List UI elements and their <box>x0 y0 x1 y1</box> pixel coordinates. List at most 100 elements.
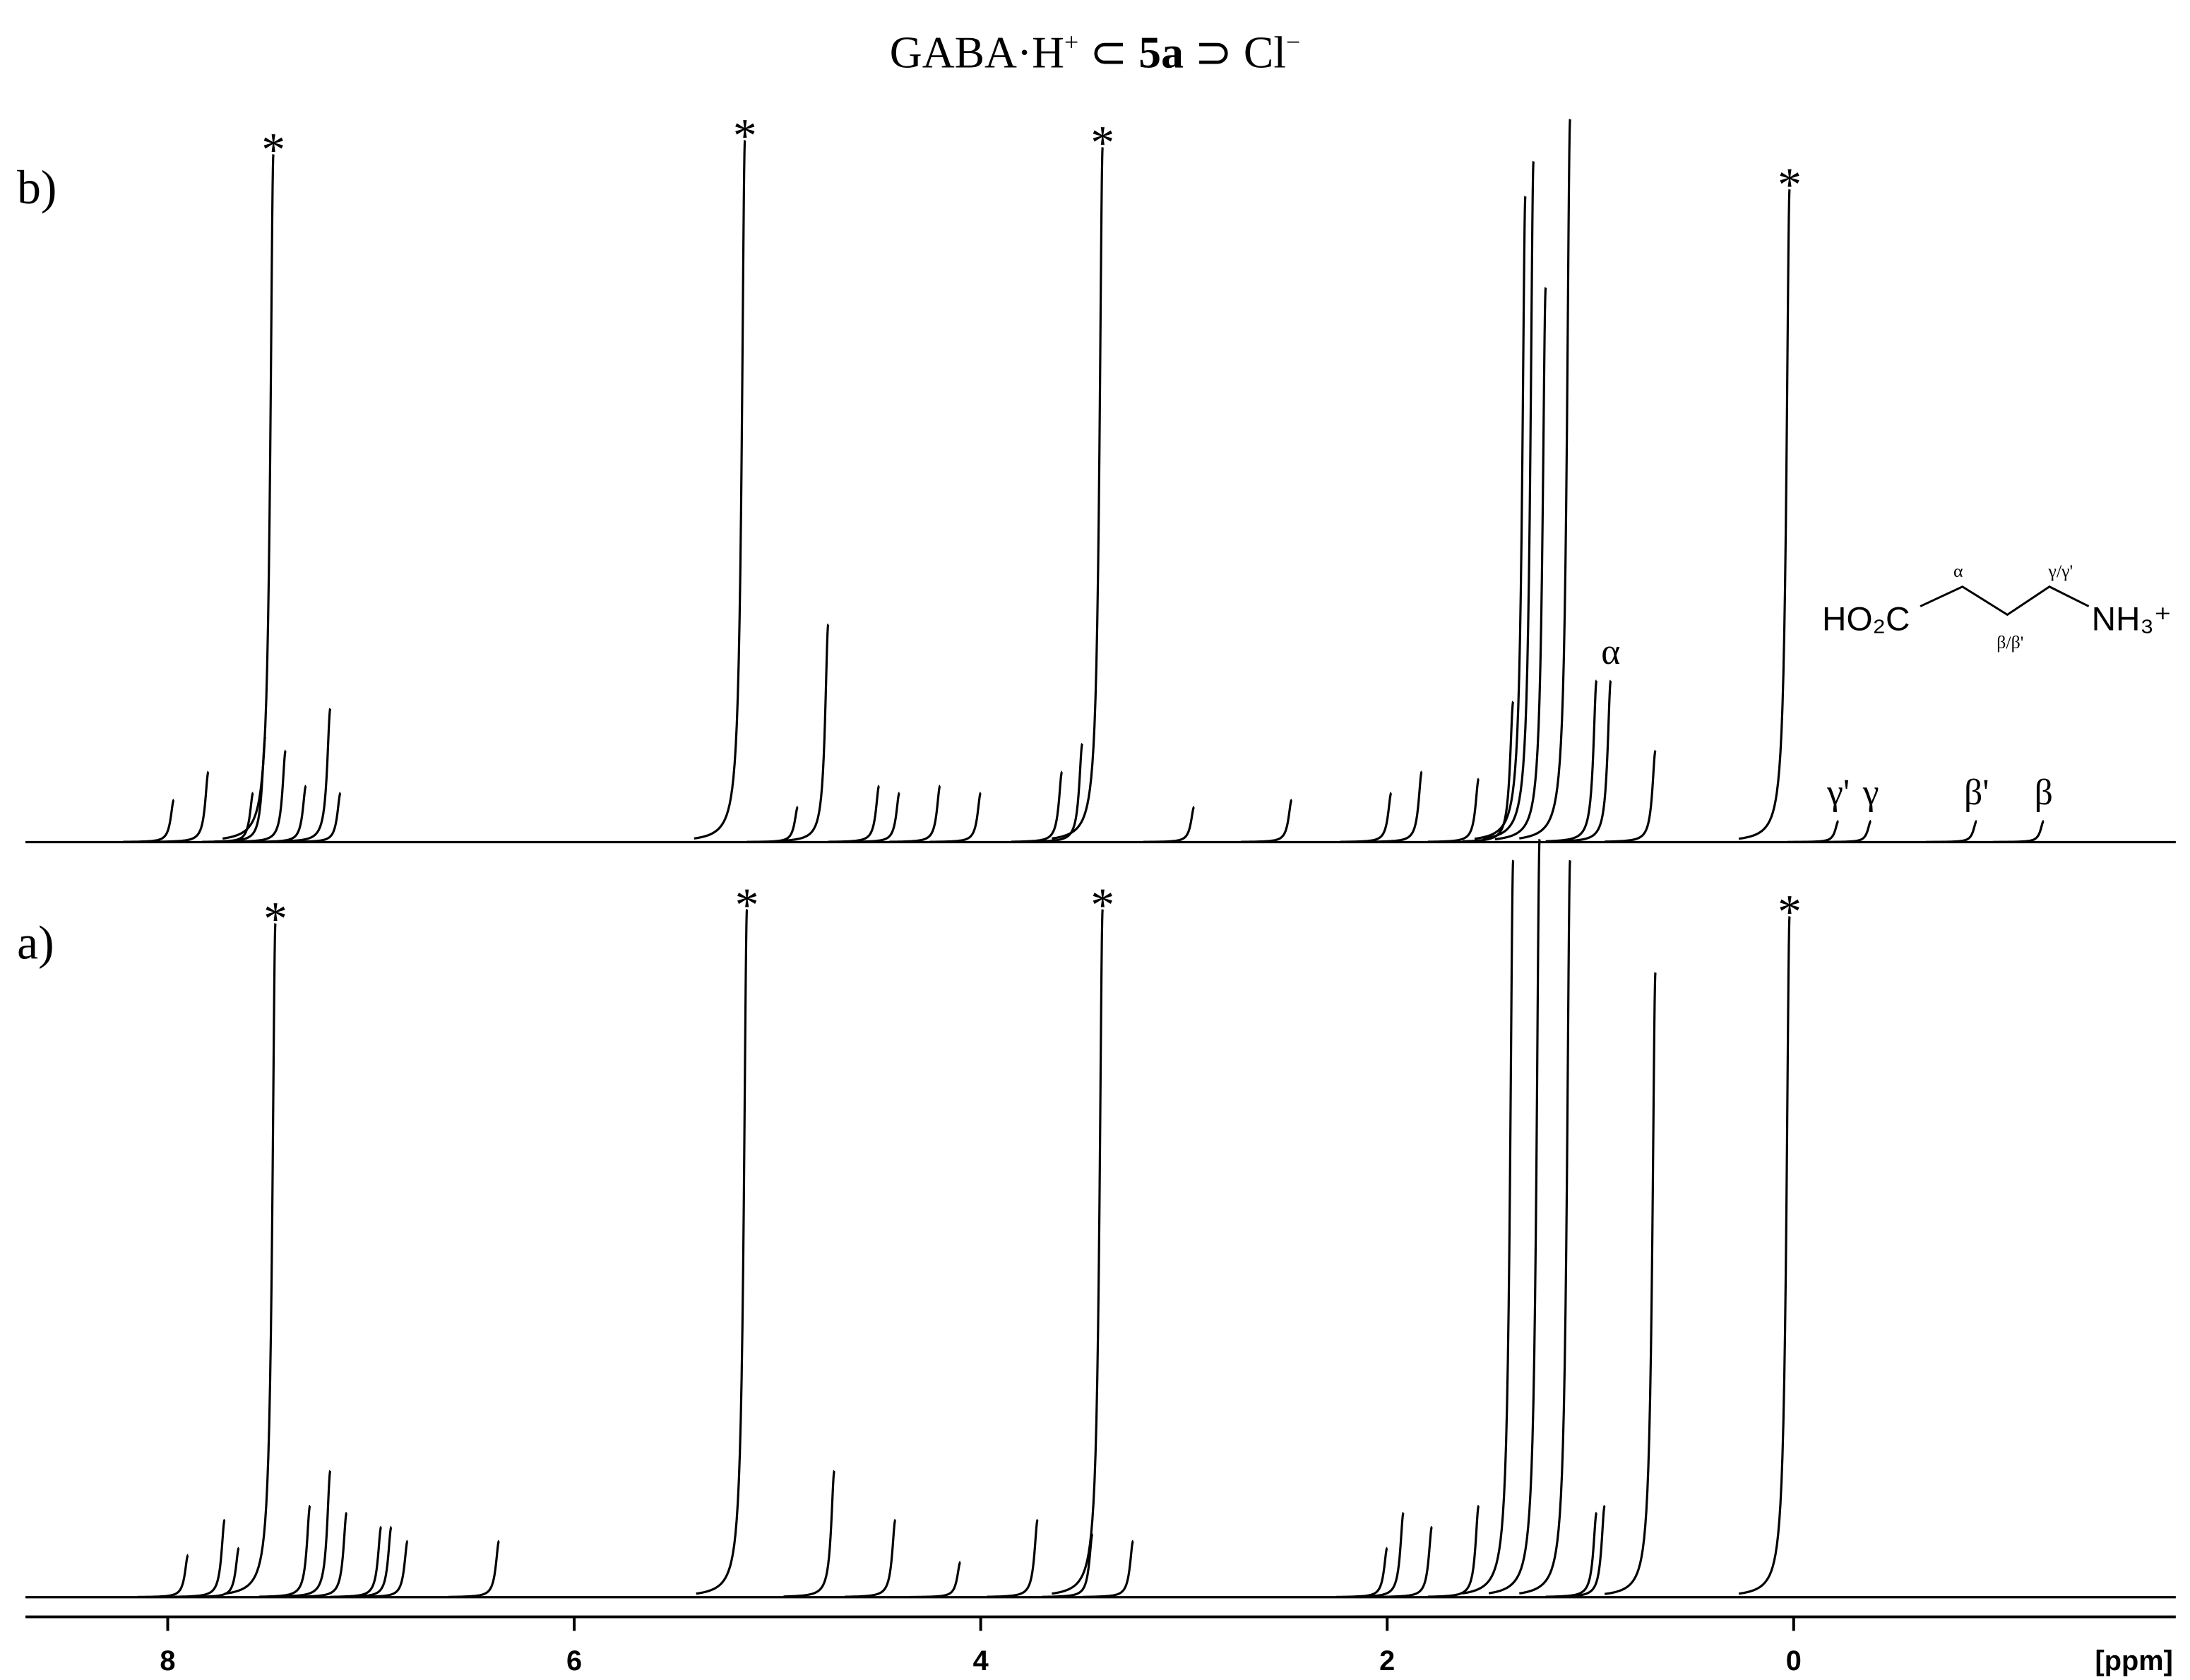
x-tick-label: 6 <box>566 1645 582 1676</box>
panel-label: a) <box>17 916 54 969</box>
peak <box>202 792 254 843</box>
title-part: ⊂ <box>1078 27 1138 77</box>
peak <box>1462 701 1515 843</box>
peak <box>1820 820 1872 843</box>
peak-label: β' <box>1964 773 1989 813</box>
peak <box>295 1511 348 1598</box>
peak <box>1545 1511 1597 1598</box>
peak-label: * <box>1778 886 1802 939</box>
peak-label: * <box>1090 117 1114 169</box>
peak <box>224 922 277 1595</box>
peak <box>1519 859 1571 1595</box>
structure-right: NH₃⁺ <box>2092 600 2172 638</box>
peak <box>1052 909 1104 1595</box>
peak <box>1241 799 1293 843</box>
peak <box>1488 838 1541 1595</box>
panel-label: b) <box>17 161 56 214</box>
peak <box>1352 1511 1405 1598</box>
peak <box>1482 160 1535 840</box>
peak <box>123 799 175 843</box>
peak <box>696 908 749 1595</box>
peak <box>1462 859 1515 1595</box>
peak <box>1031 742 1083 843</box>
peak-label: * <box>733 109 757 162</box>
peak <box>909 1561 961 1599</box>
peak-label: γ <box>1862 773 1879 813</box>
peak <box>222 153 275 840</box>
x-axis-label: [ppm] <box>2095 1645 2173 1676</box>
title-part: 5a <box>1138 27 1184 77</box>
x-tick-label: 8 <box>160 1645 175 1676</box>
figure-title: GABA·H+ ⊂ 5a ⊃ Cl− <box>890 27 1300 77</box>
peak <box>1371 770 1423 843</box>
peak <box>1605 749 1657 843</box>
peak <box>1738 189 1791 840</box>
x-tick-label: 4 <box>973 1645 989 1676</box>
peak-label: * <box>263 893 287 946</box>
peak <box>1519 119 1571 840</box>
peak <box>1787 820 1839 843</box>
bond <box>1920 585 2090 616</box>
peak <box>1427 1504 1480 1598</box>
peak <box>987 1518 1039 1598</box>
peak <box>290 792 342 843</box>
structure: HO₂C NH₃⁺ α β/β' γ/γ' <box>1822 561 2172 653</box>
peak <box>1494 287 1547 841</box>
peak <box>1052 146 1104 840</box>
peak-label: α <box>1601 632 1620 672</box>
plot: b) * * * α * γ' γ β' β a) * * * * 8 6 4 2 0 [ppm] <box>17 109 2176 1676</box>
peak <box>279 1470 332 1598</box>
peak-label: * <box>735 878 759 931</box>
peak <box>828 785 880 843</box>
peak <box>1992 820 2045 843</box>
peak <box>848 792 900 843</box>
peak-label: * <box>261 124 285 177</box>
peak <box>1011 770 1064 843</box>
peak <box>1925 820 1977 843</box>
peak <box>1738 915 1791 1595</box>
peak <box>448 1539 500 1598</box>
peak-label: γ' <box>1826 773 1850 813</box>
peak <box>258 1504 311 1598</box>
peak <box>783 1470 835 1598</box>
peak <box>234 749 287 843</box>
title-part: GABA·H <box>890 27 1064 77</box>
title-part: ⊃ Cl <box>1184 27 1286 77</box>
peak <box>1336 1547 1388 1598</box>
peak <box>174 1518 226 1598</box>
structure-beta: β/β' <box>1996 632 2023 653</box>
peak <box>1604 972 1657 1595</box>
peak <box>777 623 830 842</box>
x-tick-label: 0 <box>1786 1645 1802 1676</box>
peak <box>1041 1532 1094 1598</box>
peak <box>157 770 210 843</box>
title-part: + <box>1064 28 1078 56</box>
peak <box>214 735 266 843</box>
peak <box>1559 679 1612 842</box>
structure-left: HO₂C <box>1822 600 1910 638</box>
peak <box>1082 1539 1134 1598</box>
peak <box>357 1539 409 1598</box>
peak <box>1545 679 1598 842</box>
peak <box>929 792 982 843</box>
peak <box>279 708 332 843</box>
peak-label: * <box>1090 878 1114 931</box>
peak <box>694 139 746 840</box>
peak <box>188 1547 240 1598</box>
title-part: − <box>1286 28 1300 56</box>
peak <box>1427 778 1480 843</box>
peak-label: β <box>2035 773 2053 813</box>
structure-alpha: α <box>1953 561 1963 581</box>
peak <box>1554 1504 1606 1598</box>
x-tick-label: 2 <box>1379 1645 1395 1676</box>
peak <box>1474 196 1527 840</box>
structure-gamma: γ/γ' <box>2048 561 2073 581</box>
peak <box>340 1525 393 1598</box>
peak <box>746 806 799 843</box>
peak <box>1143 806 1195 843</box>
peak <box>1340 792 1393 843</box>
peak <box>137 1554 189 1599</box>
peak-label: * <box>1778 158 1802 211</box>
peak <box>844 1518 897 1598</box>
